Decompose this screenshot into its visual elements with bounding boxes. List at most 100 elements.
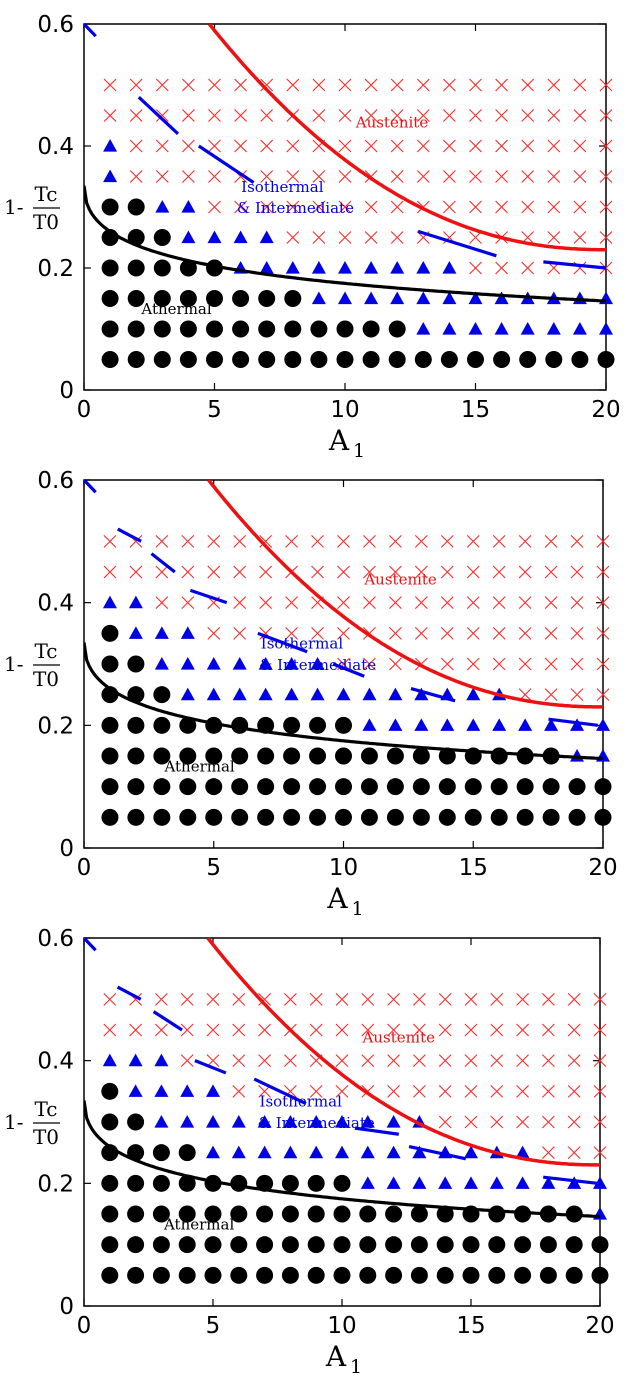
austenite-point <box>361 1054 375 1068</box>
isothermal-boundary-segment <box>194 1059 227 1075</box>
y-axis-label-prefix: 1- <box>4 1110 23 1134</box>
isothermal-point <box>180 626 195 639</box>
isothermal-point <box>206 1115 220 1128</box>
x-tick-label: 20 <box>591 397 620 423</box>
austenite-point <box>337 626 350 640</box>
athermal-point <box>385 1266 403 1284</box>
austenite-point <box>518 565 532 579</box>
austenite-point <box>155 109 169 122</box>
austenite-point <box>570 565 584 579</box>
isothermal-point <box>232 657 247 670</box>
austenite-point <box>413 992 426 1006</box>
athermal-point <box>309 716 327 734</box>
austenite-point <box>521 78 535 92</box>
athermal-point <box>101 1174 119 1192</box>
athermal-point <box>153 716 171 734</box>
isothermal-point <box>414 718 429 731</box>
isothermal-point <box>567 1176 582 1189</box>
isothermal-point <box>541 1176 556 1189</box>
athermal-point <box>516 778 534 796</box>
austenite-point <box>364 78 378 92</box>
isothermal-boundary-segment <box>150 552 176 574</box>
austenite-point <box>338 200 352 214</box>
austenite-point <box>363 565 376 579</box>
phase-diagram-panel-1: 0 5 10 15 20 0 0.2 0.4 0.6 A 1 1- Tc T0 Austenite Isoth… <box>4 12 621 462</box>
austenite-point <box>182 170 195 183</box>
athermal-point <box>412 808 430 826</box>
austenite-point <box>414 534 428 548</box>
athermal-point <box>568 778 586 796</box>
isothermal-point <box>438 1176 453 1189</box>
austenite-region-label: Austenite <box>355 114 429 132</box>
athermal-point <box>307 1266 325 1284</box>
isothermal-point <box>440 718 455 731</box>
athermal-point <box>438 778 456 796</box>
austenite-point <box>390 231 404 244</box>
athermal-point <box>462 1266 480 1284</box>
athermal-point <box>127 1266 145 1284</box>
austenite-point <box>547 109 561 122</box>
austenite-point <box>542 1084 555 1098</box>
isothermal-boundary-segment <box>82 478 97 494</box>
athermal-point <box>101 198 119 216</box>
athermal-point <box>206 351 223 368</box>
y-axis-label-denominator: T0 <box>33 1125 59 1149</box>
austenite-point <box>567 992 581 1006</box>
isothermal-point <box>335 1115 349 1128</box>
athermal-point <box>284 290 302 307</box>
austenite-point <box>593 1115 607 1129</box>
y-tick-label: 0 <box>59 836 74 862</box>
austenite-point <box>542 1115 555 1129</box>
austenite-point <box>542 1023 555 1037</box>
isothermal-point <box>180 1115 195 1128</box>
austenite-point <box>518 596 532 610</box>
austenite-point <box>286 200 300 214</box>
austenite-point <box>490 992 504 1006</box>
austenite-point <box>413 1084 426 1098</box>
austenite-point <box>495 261 508 275</box>
isothermal-point <box>464 1176 478 1189</box>
athermal-point <box>231 747 249 765</box>
athermal-point <box>360 778 378 796</box>
x-tick-label: 0 <box>77 397 92 423</box>
austenite-point <box>440 596 454 610</box>
athermal-point <box>101 351 119 368</box>
austenite-point <box>337 534 350 548</box>
athermal-point <box>179 351 197 368</box>
isothermal-point <box>494 291 509 305</box>
athermal-region-label: Athermal <box>163 757 234 775</box>
athermal-point <box>256 1266 274 1284</box>
athermal-point <box>127 1236 145 1254</box>
isothermal-point <box>386 1115 401 1128</box>
isothermal-region-label: Isothermal <box>260 1093 343 1111</box>
isothermal-point <box>362 718 377 731</box>
austenite-point <box>387 1084 400 1098</box>
austenite-point <box>573 139 587 153</box>
austenite-point <box>544 657 558 671</box>
athermal-point <box>152 1144 170 1162</box>
isothermal-point <box>231 1145 246 1159</box>
isothermal-point <box>283 1115 298 1128</box>
austenite-point <box>390 170 404 183</box>
athermal-point <box>310 320 328 338</box>
isothermal-point <box>412 1176 427 1189</box>
austenite-point <box>521 200 535 214</box>
athermal-point <box>539 1266 557 1284</box>
athermal-point <box>178 1174 196 1192</box>
austenite-point <box>573 109 587 122</box>
athermal-point <box>335 778 352 796</box>
athermal-point <box>359 1236 377 1254</box>
isothermal-point <box>364 291 379 305</box>
isothermal-boundary-segment <box>332 662 365 678</box>
isothermal-point <box>154 1053 169 1067</box>
athermal-point <box>514 1236 532 1254</box>
x-tick-label: 20 <box>588 855 617 881</box>
isothermal-point <box>309 1115 324 1128</box>
athermal-point <box>310 351 328 368</box>
athermal-point <box>336 351 354 368</box>
athermal-point <box>127 320 145 338</box>
y-tick-label: 0.4 <box>37 591 74 617</box>
austenite-point <box>129 170 143 183</box>
isothermal-point <box>515 1176 530 1189</box>
austenite-point <box>387 992 400 1006</box>
